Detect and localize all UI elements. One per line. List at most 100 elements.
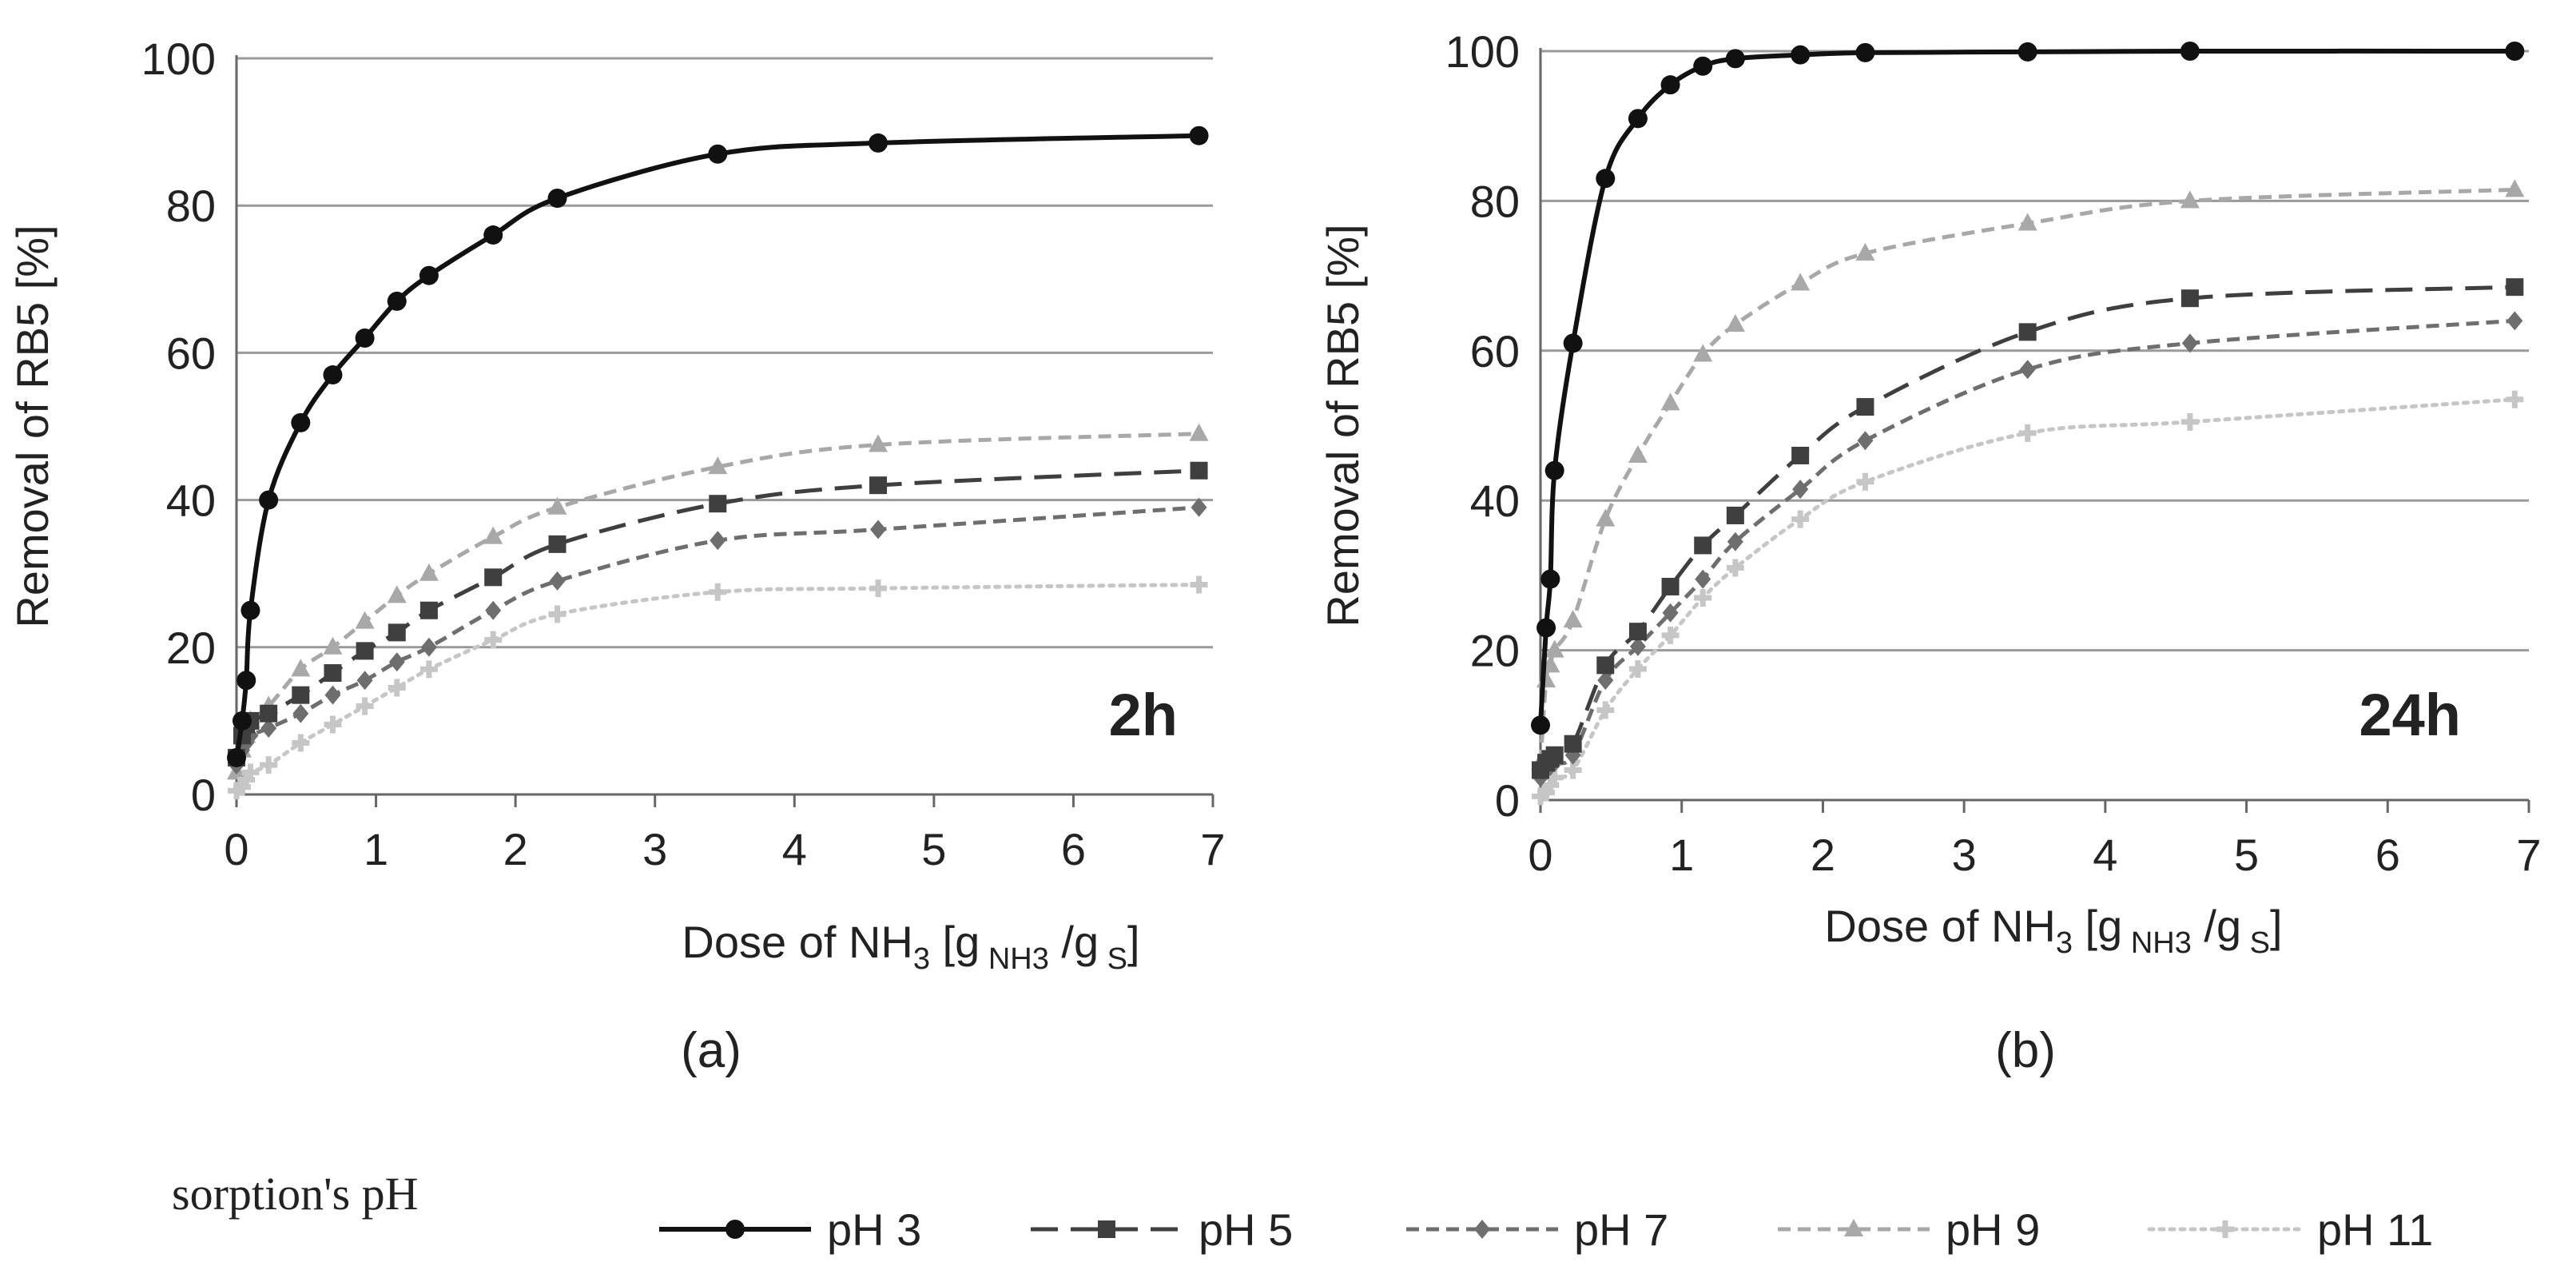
legend-marker bbox=[1098, 1220, 1115, 1238]
series-ph-3 bbox=[1531, 42, 2525, 735]
data-point bbox=[1564, 735, 1582, 753]
data-point bbox=[2017, 213, 2037, 231]
data-point bbox=[1628, 660, 1647, 679]
x-axis-label-post: ] bbox=[1127, 917, 1140, 967]
data-point bbox=[2180, 190, 2200, 209]
data-point bbox=[1694, 589, 1712, 607]
data-point bbox=[1660, 392, 1680, 411]
data-point bbox=[1190, 575, 1208, 594]
data-point bbox=[2019, 360, 2036, 380]
series-ph-7 bbox=[229, 497, 1207, 775]
panel-time-label: 24h bbox=[2359, 682, 2461, 748]
data-point bbox=[259, 490, 279, 510]
data-point bbox=[1726, 506, 1744, 524]
data-point bbox=[292, 703, 309, 723]
data-point bbox=[1693, 56, 1713, 76]
data-point bbox=[241, 763, 260, 782]
x-axis-label-post: ] bbox=[2270, 901, 2283, 951]
data-point bbox=[1792, 480, 1809, 500]
data-point bbox=[870, 520, 887, 539]
data-point bbox=[1536, 618, 1556, 638]
data-point bbox=[2180, 412, 2199, 431]
data-point bbox=[1531, 715, 1550, 735]
x-tick-label: 0 bbox=[1528, 830, 1552, 880]
x-axis-label-sub2: NH3 bbox=[2122, 926, 2192, 960]
series-ph-11 bbox=[228, 575, 1208, 800]
data-point bbox=[1596, 508, 1616, 527]
x-axis-label-sub1: 3 bbox=[2056, 926, 2073, 960]
data-point bbox=[1661, 626, 1680, 644]
data-point bbox=[2018, 323, 2037, 341]
data-point bbox=[549, 571, 566, 591]
x-axis-label-mid: [g bbox=[930, 917, 980, 967]
data-point bbox=[1725, 49, 1745, 69]
series-line bbox=[1538, 187, 2515, 763]
y-tick-label: 100 bbox=[1445, 26, 1520, 77]
series-line bbox=[234, 583, 1202, 793]
y-tick-label: 60 bbox=[1470, 326, 1520, 376]
data-point bbox=[1857, 431, 1874, 451]
data-point bbox=[292, 734, 310, 752]
x-axis-label-sub2: NH3 bbox=[980, 942, 1049, 976]
data-point bbox=[355, 611, 375, 629]
x-tick-label: 3 bbox=[1952, 830, 1977, 880]
legend-label: pH 3 bbox=[827, 1204, 921, 1255]
data-point bbox=[1563, 333, 1583, 353]
y-tick-label: 100 bbox=[141, 34, 216, 84]
data-point bbox=[2506, 278, 2524, 297]
data-point bbox=[1791, 273, 1811, 291]
x-tick-label: 2 bbox=[1811, 830, 1835, 880]
data-point bbox=[2505, 179, 2525, 197]
data-point bbox=[420, 637, 437, 657]
data-point bbox=[227, 747, 246, 767]
x-axis-label-mid: [g bbox=[2073, 901, 2122, 951]
x-tick-label: 0 bbox=[224, 824, 248, 874]
data-point bbox=[260, 756, 278, 774]
x-tick-label: 4 bbox=[782, 824, 807, 874]
data-point bbox=[484, 568, 503, 587]
data-point bbox=[547, 496, 567, 515]
data-point bbox=[1544, 460, 1564, 480]
data-point bbox=[324, 685, 341, 705]
x-axis-label-mid2: /g bbox=[2192, 901, 2241, 951]
data-point bbox=[260, 704, 278, 723]
legend-item-ph-7: pH 7 bbox=[1406, 1204, 1668, 1255]
data-point bbox=[2181, 333, 2198, 353]
data-point bbox=[324, 715, 342, 734]
data-point bbox=[869, 579, 888, 598]
legend-item-ph-9: pH 9 bbox=[1778, 1204, 2040, 1255]
x-axis-label: Dose of NH3 [g NH3 /g S] bbox=[682, 917, 1139, 976]
data-point bbox=[356, 642, 374, 660]
x-tick-label: 1 bbox=[1669, 830, 1694, 880]
legend-label: pH 11 bbox=[2317, 1204, 2433, 1255]
data-point bbox=[1596, 656, 1615, 675]
panel-caption: (a) bbox=[681, 1023, 741, 1078]
data-point bbox=[324, 664, 342, 683]
data-point bbox=[869, 133, 888, 153]
data-point bbox=[1791, 45, 1811, 65]
data-point bbox=[292, 686, 310, 704]
data-point bbox=[2018, 424, 2037, 442]
x-axis-label-sub3: S bbox=[1099, 942, 1127, 976]
data-point bbox=[547, 188, 567, 208]
data-point bbox=[388, 679, 406, 697]
data-point bbox=[419, 563, 439, 581]
data-point bbox=[356, 697, 374, 715]
series-ph-5 bbox=[228, 461, 1208, 766]
data-point bbox=[1694, 536, 1712, 555]
legend-title: sorption's pH bbox=[172, 1168, 419, 1220]
data-point bbox=[1856, 472, 1874, 491]
x-axis-label-sub3: S bbox=[2241, 926, 2270, 960]
y-tick-label: 60 bbox=[166, 328, 216, 378]
data-point bbox=[387, 585, 407, 603]
data-point bbox=[1628, 109, 1648, 129]
data-point bbox=[1540, 569, 1560, 589]
legend-item-ph-11: pH 11 bbox=[2147, 1204, 2433, 1255]
data-point bbox=[419, 601, 438, 619]
y-tick-label: 80 bbox=[166, 181, 216, 231]
data-point bbox=[1855, 242, 1875, 261]
legend-marker bbox=[1474, 1220, 1490, 1239]
y-tick-label: 20 bbox=[166, 623, 216, 673]
data-point bbox=[1628, 623, 1647, 641]
